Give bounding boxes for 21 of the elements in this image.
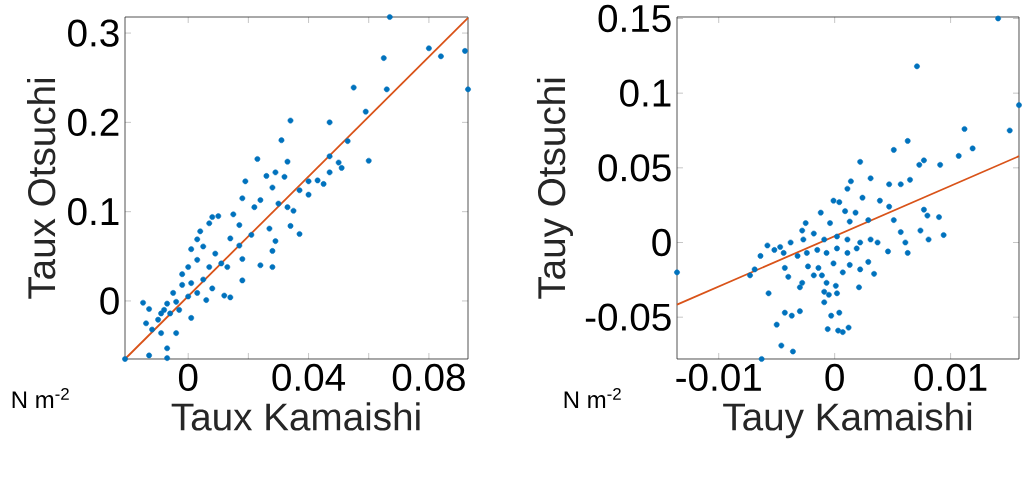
y-tick-label: 0.15 — [598, 4, 671, 33]
x-tick-label: 0.08 — [392, 363, 465, 392]
y-tick-label: 0.1 — [620, 79, 671, 107]
y-axis-title: Taux Otsuchi — [27, 78, 56, 299]
y-tick-label: 0.2 — [68, 108, 119, 137]
x-tick-label: 0 — [178, 363, 198, 392]
y-axis-title: Tauy Otsuchi — [536, 78, 574, 299]
text: N m$^{-2}$ — [564, 387, 621, 409]
y-tick-label: -0.05 — [585, 303, 671, 331]
x-tick-label: 0.04 — [272, 363, 346, 392]
y-tick-label: 0 — [100, 287, 119, 315]
y-tick-label: 0.05 — [598, 154, 671, 182]
x-tick-label: 0.01 — [914, 363, 987, 392]
x-tick-label: 0 — [825, 363, 844, 392]
text: N m$^{-2}$ — [12, 387, 69, 409]
x-axis-title: Taux Kamaishi — [171, 402, 420, 431]
x-axis-title: Tauy Kamaishi — [723, 402, 972, 439]
x-tick-label: -0.01 — [676, 363, 761, 392]
y-tick-label: 0.1 — [68, 197, 119, 226]
y-tick-label: 0.3 — [68, 19, 119, 47]
y-tick-label: 0 — [652, 228, 671, 257]
